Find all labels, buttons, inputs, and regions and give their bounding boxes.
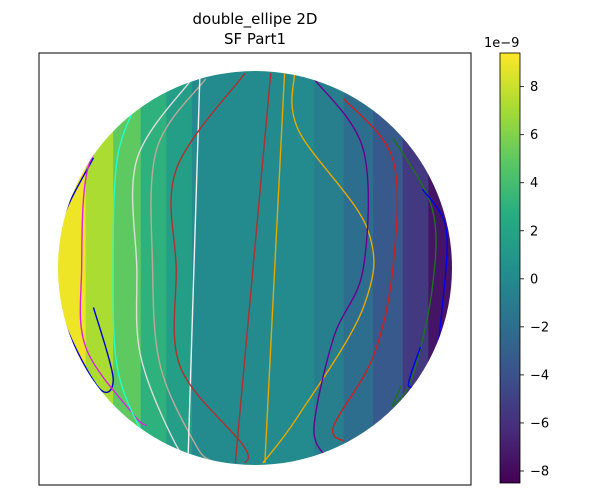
streamline-10: [313, 78, 370, 456]
colorbar-tick-label-8: −8: [530, 464, 549, 479]
field-band-8: [373, 71, 404, 465]
chart-title-line1: double_ellipe 2D: [193, 10, 318, 29]
field-band-6: [314, 71, 345, 465]
streamline-9: [262, 72, 375, 464]
colorbar-tick-label-5: −2: [530, 320, 549, 335]
streamline-5: [187, 76, 201, 460]
streamline-3: [131, 78, 197, 462]
colorbar-exponent-label: 1e−9: [484, 36, 519, 51]
colorbar-tick-label-7: −6: [530, 416, 549, 431]
streamline-11: [332, 98, 399, 442]
colorbar-tick-label-0: 8: [530, 80, 538, 95]
colorbar-gradient: [499, 52, 521, 484]
streamline-6: [170, 72, 250, 464]
field-band-7: [343, 71, 374, 465]
colorbar: 1e−9 8 6 4 2 0 −2 −4 −6 −8: [484, 36, 549, 484]
colorbar-tick-label-6: −4: [530, 368, 549, 383]
colorbar-tick-label-3: 2: [530, 224, 538, 239]
streamline-8: [264, 72, 286, 464]
streamline-7: [234, 72, 272, 464]
colorbar-tick-label-2: 4: [530, 176, 538, 191]
colorbar-ticks: 8 6 4 2 0 −2 −4 −6 −8: [520, 80, 549, 479]
streamline-4: [150, 78, 213, 462]
chart-title-line2: SF Part1: [224, 30, 286, 48]
field-band-4: [166, 71, 193, 465]
colorbar-tick-label-1: 6: [530, 128, 538, 143]
field-band-3: [140, 71, 167, 465]
colorbar-tick-label-4: 0: [530, 272, 538, 287]
